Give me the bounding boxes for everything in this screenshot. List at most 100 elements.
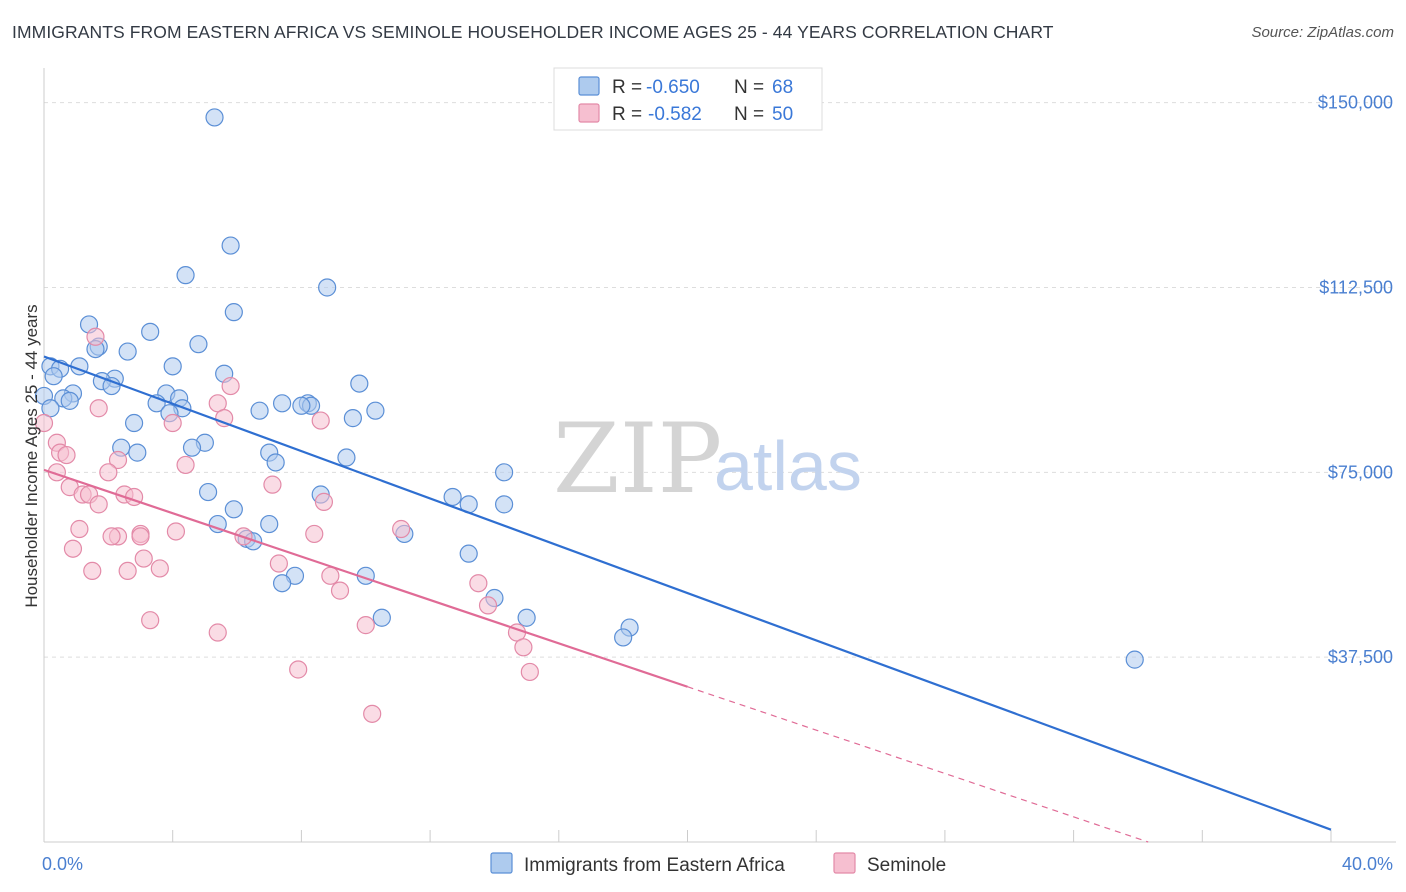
immigrants-point-4 bbox=[224, 303, 243, 322]
legend-n-value-2: 50 bbox=[772, 104, 793, 125]
immigrants-point-0 bbox=[205, 108, 224, 127]
bottom-legend-swatch-blue bbox=[490, 852, 513, 874]
immigrants-point-63 bbox=[517, 608, 536, 627]
seminole-point-42 bbox=[141, 611, 160, 630]
legend-r-value-2: -0.582 bbox=[648, 104, 702, 125]
seminole-point-21 bbox=[314, 492, 334, 511]
legend-r-label-2: R = bbox=[612, 104, 642, 125]
immigrants-point-37 bbox=[124, 413, 144, 433]
seminole-point-40 bbox=[330, 581, 350, 600]
seminole-point-6 bbox=[163, 413, 182, 433]
legend-r-label-1: R = bbox=[612, 77, 642, 98]
seminole-point-26 bbox=[305, 524, 324, 544]
seminole-point-44 bbox=[208, 623, 227, 642]
seminole-point-22 bbox=[89, 495, 108, 514]
seminole-point-16 bbox=[263, 475, 282, 494]
immigrants-point-35 bbox=[366, 401, 385, 420]
series-seminole-points bbox=[34, 327, 539, 723]
watermark-atlas: atlas bbox=[714, 427, 862, 505]
legend-swatch-pink bbox=[578, 103, 600, 123]
seminole-point-24 bbox=[166, 522, 186, 541]
seminole-point-38 bbox=[321, 566, 340, 585]
seminole-point-37 bbox=[150, 559, 169, 578]
legend-n-label-2: N = bbox=[734, 104, 764, 125]
immigrants-point-14 bbox=[163, 357, 182, 376]
immigrants-point-36 bbox=[343, 409, 362, 428]
seminole-point-32 bbox=[63, 539, 83, 558]
seminole-point-39 bbox=[469, 574, 488, 593]
immigrants-point-40 bbox=[182, 438, 202, 457]
legend-r-value-1: -0.650 bbox=[646, 77, 700, 98]
seminole-point-25 bbox=[392, 519, 411, 539]
bottom-legend-swatch-pink bbox=[833, 852, 856, 874]
bottom-legend-label-1: Immigrants from Eastern Africa bbox=[524, 855, 785, 876]
immigrants-point-26 bbox=[60, 391, 79, 410]
immigrants-point-41 bbox=[128, 443, 147, 462]
x-tick-labels: 0.0% 40.0% bbox=[42, 854, 1393, 874]
watermark: ZIP atlas bbox=[553, 403, 862, 515]
source-label: Source: ZipAtlas.com bbox=[1251, 24, 1394, 41]
immigrants-point-57 bbox=[459, 544, 478, 563]
x-tick-label-min: 0.0% bbox=[42, 854, 83, 874]
immigrants-point-53 bbox=[208, 514, 227, 534]
immigrants-point-16 bbox=[44, 367, 63, 386]
series-immigrants-points bbox=[34, 108, 1144, 669]
immigrants-point-1 bbox=[221, 236, 240, 255]
immigrants-point-3 bbox=[318, 278, 337, 297]
seminole-point-1 bbox=[221, 376, 240, 396]
immigrants-point-49 bbox=[224, 500, 243, 519]
immigrants-point-46 bbox=[198, 482, 218, 502]
bottom-legend-label-2: Seminole bbox=[867, 855, 946, 876]
y-tick-labels: $37,500 $75,000 $112,500 $150,000 bbox=[1318, 93, 1393, 668]
immigrants-point-66 bbox=[1125, 650, 1144, 669]
immigrants-point-31 bbox=[292, 396, 311, 415]
seminole-point-47 bbox=[520, 662, 539, 682]
immigrants-point-51 bbox=[495, 495, 514, 514]
seminole-trend-line bbox=[43, 468, 688, 688]
legend-n-value-1: 68 bbox=[772, 77, 793, 98]
bottom-legend: Immigrants from Eastern Africa Seminole bbox=[490, 852, 946, 876]
immigrants-point-45 bbox=[495, 463, 514, 482]
seminole-point-30 bbox=[102, 527, 121, 546]
immigrants-point-7 bbox=[189, 335, 208, 354]
seminole-point-28 bbox=[131, 527, 150, 546]
seminole-point-43 bbox=[356, 616, 375, 635]
immigrants-point-6 bbox=[141, 322, 160, 341]
y-axis-label: Householder Income Ages 25 - 44 years bbox=[22, 304, 41, 607]
y-tick-label-3: $150,000 bbox=[1318, 93, 1393, 113]
immigrants-point-34 bbox=[250, 401, 269, 420]
seminole-point-3 bbox=[89, 399, 108, 418]
y-tick-label-0: $37,500 bbox=[1328, 647, 1393, 667]
seminole-point-41 bbox=[478, 596, 498, 615]
seminole-point-5 bbox=[311, 411, 330, 430]
seminole-point-33 bbox=[134, 549, 153, 568]
immigrants-point-43 bbox=[337, 448, 356, 467]
immigrants-point-52 bbox=[260, 514, 279, 534]
immigrants-point-44 bbox=[266, 453, 285, 472]
legend: R = -0.650 N = 68 R = -0.582 N = 50 bbox=[553, 67, 823, 131]
seminole-point-35 bbox=[83, 561, 102, 581]
trend-lines bbox=[43, 355, 1332, 843]
axes bbox=[43, 68, 1396, 843]
immigrants-point-2 bbox=[176, 266, 195, 285]
legend-n-label-1: N = bbox=[734, 77, 764, 98]
seminole-point-48 bbox=[289, 660, 308, 679]
gridlines bbox=[44, 102, 1396, 658]
y-tick-label-2: $112,500 bbox=[1319, 277, 1393, 297]
immigrants-point-10 bbox=[118, 342, 137, 361]
seminole-point-46 bbox=[514, 638, 533, 657]
immigrants-point-60 bbox=[272, 574, 292, 593]
y-tick-label-1: $75,000 bbox=[1328, 462, 1393, 482]
seminole-point-36 bbox=[118, 561, 137, 581]
seminole-point-10 bbox=[57, 445, 76, 465]
immigrants-point-62 bbox=[372, 608, 391, 627]
seminole-point-12 bbox=[176, 455, 195, 475]
seminole-point-7 bbox=[34, 413, 54, 433]
seminole-point-0 bbox=[86, 327, 105, 346]
chart-title: IMMIGRANTS FROM EASTERN AFRICA VS SEMINO… bbox=[12, 22, 1054, 42]
immigrants-trend-line bbox=[43, 355, 1332, 831]
seminole-point-14 bbox=[99, 463, 118, 482]
legend-swatch-blue bbox=[578, 76, 600, 96]
immigrants-point-19 bbox=[350, 374, 369, 393]
